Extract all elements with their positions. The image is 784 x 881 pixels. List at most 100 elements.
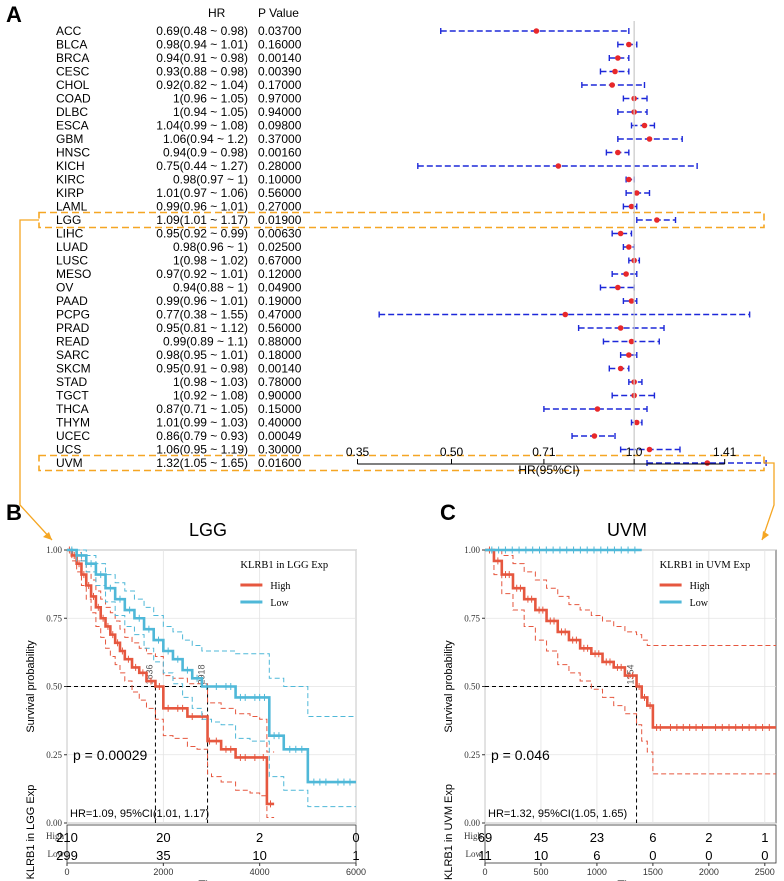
forest-cancer-label: HNSC bbox=[56, 146, 90, 160]
forest-p-value: 0.56000 bbox=[258, 186, 302, 200]
km-curve-high bbox=[67, 548, 275, 806]
forest-hr-text: 1(0.92 ~ 1.08) bbox=[173, 389, 248, 403]
risk-value: 45 bbox=[534, 830, 548, 845]
forest-hr-text: 0.99(0.96 ~ 1.01) bbox=[156, 200, 248, 214]
forest-p-value: 0.18000 bbox=[258, 348, 302, 362]
connector-lgg bbox=[19, 219, 53, 541]
km-y-tick-label: 0.50 bbox=[464, 682, 480, 692]
forest-p-value: 0.00140 bbox=[258, 362, 302, 376]
risk-value: 299 bbox=[56, 848, 78, 863]
forest-hr-text: 0.98(0.96 ~ 1) bbox=[173, 240, 248, 254]
forest-p-value: 0.28000 bbox=[258, 159, 302, 173]
forest-p-value: 0.02500 bbox=[258, 240, 302, 254]
forest-x-tick-label: 0.50 bbox=[440, 445, 464, 459]
risk-value: 23 bbox=[590, 830, 604, 845]
km-title-lgg: LGG bbox=[189, 520, 227, 540]
forest-cancer-label: GBM bbox=[56, 132, 83, 146]
forest-x-tick-label: 0.35 bbox=[346, 445, 370, 459]
forest-p-value: 0.10000 bbox=[258, 173, 302, 187]
forest-p-value: 0.04900 bbox=[258, 281, 302, 295]
km-plot-uvm: 0.00 0.25 0.50 0.75 1.00 Survival probability… bbox=[443, 545, 777, 881]
forest-hr-text: 0.94(0.9 ~ 0.98) bbox=[163, 146, 248, 160]
km-p-value: p = 0.00029 bbox=[73, 747, 148, 763]
forest-x-tick-label: 0.71 bbox=[532, 445, 556, 459]
forest-p-value: 0.00049 bbox=[258, 429, 302, 443]
forest-cancer-label: UCS bbox=[56, 443, 81, 457]
forest-axis: 0.35 0.50 0.71 1.0 1.41 bbox=[346, 21, 737, 472]
forest-cancer-label: KICH bbox=[56, 159, 85, 173]
forest-hr-text: 0.93(0.88 ~ 0.98) bbox=[156, 65, 248, 79]
km-y-tick-label: 0.25 bbox=[464, 750, 480, 760]
forest-hr-text: 0.92(0.82 ~ 1.04) bbox=[156, 78, 248, 92]
km-legend-title: KLRB1 in LGG Exp bbox=[240, 560, 328, 571]
km-x-tick-label: 500 bbox=[533, 867, 548, 877]
risk-value: 35 bbox=[156, 848, 170, 863]
forest-p-value: 0.94000 bbox=[258, 105, 302, 119]
forest-hr-text: 1(0.94 ~ 1.05) bbox=[173, 105, 248, 119]
forest-cancer-label: PRAD bbox=[56, 321, 90, 335]
highlight-box-uvm bbox=[38, 454, 765, 472]
forest-point bbox=[555, 163, 562, 169]
forest-x-label: HR(95%CI) bbox=[518, 463, 579, 477]
forest-p-value: 0.00390 bbox=[258, 65, 302, 79]
km-x-tick-label: 1500 bbox=[643, 867, 663, 877]
forest-hr-text: 1.04(0.99 ~ 1.08) bbox=[156, 119, 248, 133]
risk-value: 1 bbox=[761, 830, 768, 845]
forest-p-value: 0.19000 bbox=[258, 294, 302, 308]
risk-group-label: Low bbox=[466, 849, 483, 859]
forest-cancer-label: COAD bbox=[56, 92, 91, 106]
risk-value: 1 bbox=[352, 848, 359, 863]
risk-group-label: High bbox=[46, 831, 65, 841]
forest-point bbox=[628, 203, 635, 210]
forest-p-value: 0.78000 bbox=[258, 375, 302, 389]
risk-value: 11 bbox=[478, 848, 492, 863]
km-ci-upper-high bbox=[485, 549, 776, 647]
panel-label-c: C bbox=[440, 500, 456, 525]
forest-cancer-label: LUAD bbox=[56, 240, 88, 254]
forest-point bbox=[704, 460, 711, 466]
forest-cancer-label: LAML bbox=[56, 200, 88, 214]
km-y-tick-label: 0.00 bbox=[46, 818, 62, 828]
km-ci-upper-high bbox=[67, 549, 275, 753]
risk-value: 20 bbox=[156, 830, 170, 845]
km-y-tick-label: 1.00 bbox=[464, 545, 480, 555]
forest-p-value: 0.01900 bbox=[258, 213, 302, 227]
forest-hr-text: 0.69(0.48 ~ 0.98) bbox=[156, 24, 248, 38]
forest-cancer-label: CHOL bbox=[56, 78, 90, 92]
km-hr-text: HR=1.09, 95%CI(1.01, 1.17) bbox=[70, 808, 209, 820]
km-ci-upper-low bbox=[67, 549, 356, 718]
forest-hr-text: 0.98(0.97 ~ 1) bbox=[173, 173, 248, 187]
forest-point bbox=[617, 365, 624, 372]
km-y-tick-label: 0.75 bbox=[464, 613, 480, 623]
risk-value: 2 bbox=[256, 830, 263, 845]
forest-point bbox=[562, 311, 569, 318]
forest-cancer-label: PAAD bbox=[56, 294, 88, 308]
km-y-tick-label: 1.00 bbox=[46, 545, 62, 555]
forest-point bbox=[615, 55, 621, 61]
forest-point bbox=[591, 433, 598, 439]
forest-p-value: 0.00160 bbox=[258, 146, 302, 160]
forest-hr-text: 0.99(0.96 ~ 1.01) bbox=[156, 294, 248, 308]
km-x-tick-label: 0 bbox=[482, 867, 487, 877]
forest-hr-text: 0.95(0.92 ~ 0.99) bbox=[156, 227, 248, 241]
forest-hr-text: 1.06(0.95 ~ 1.19) bbox=[156, 443, 248, 457]
forest-point bbox=[628, 298, 635, 304]
forest-point bbox=[626, 244, 632, 250]
forest-hr-text: 1(0.96 ~ 1.05) bbox=[173, 92, 248, 106]
km-legend-title: KLRB1 in UVM Exp bbox=[660, 560, 751, 571]
forest-cancer-label: ACC bbox=[56, 24, 82, 38]
forest-cancer-label: DLBC bbox=[56, 105, 88, 119]
forest-hr-text: 1(0.98 ~ 1.02) bbox=[173, 254, 248, 268]
forest-hr-text: 1(0.98 ~ 1.03) bbox=[173, 375, 248, 389]
forest-point bbox=[617, 325, 624, 331]
risk-value: 0 bbox=[705, 848, 712, 863]
km-legend-label: High bbox=[270, 581, 290, 592]
forest-cancer-label: SARC bbox=[56, 348, 90, 362]
forest-x-tick-label: 1.41 bbox=[713, 445, 737, 459]
risk-value: 0 bbox=[352, 830, 359, 845]
forest-hr-text: 0.99(0.89 ~ 1.1) bbox=[163, 335, 248, 349]
forest-p-value: 0.47000 bbox=[258, 308, 302, 322]
km-legend-label: High bbox=[690, 581, 710, 592]
km-legend-label: Low bbox=[270, 598, 289, 609]
forest-x-tick-label: 1.0 bbox=[626, 445, 643, 459]
